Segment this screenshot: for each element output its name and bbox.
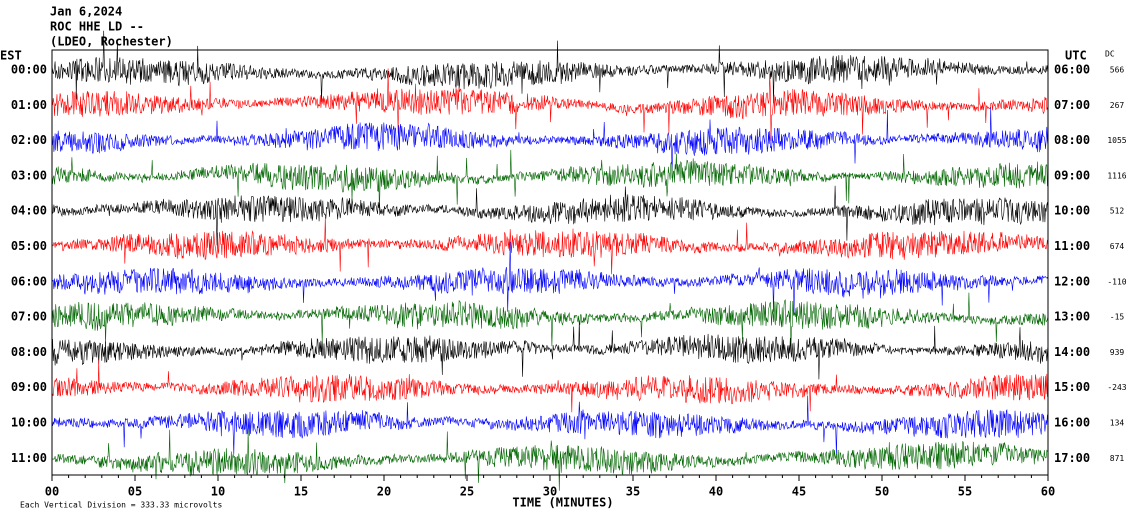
dc-value: 939 bbox=[1110, 348, 1125, 357]
est-label: 06:00 bbox=[11, 274, 47, 288]
dc-value: 871 bbox=[1110, 454, 1125, 463]
x-tick-label: 25 bbox=[460, 485, 474, 499]
utc-label: 09:00 bbox=[1054, 168, 1090, 182]
x-tick-label: 50 bbox=[875, 485, 889, 499]
network: (LDEO, Rochester) bbox=[50, 35, 173, 49]
footer-note: Each Vertical Division = 333.33 microvol… bbox=[20, 501, 222, 510]
trace bbox=[51, 68, 1049, 141]
trace bbox=[51, 429, 1049, 491]
est-label: 04:00 bbox=[11, 204, 47, 218]
dc-value: 134 bbox=[1110, 419, 1125, 428]
dc-value: 1116 bbox=[1107, 171, 1126, 180]
x-tick-label: 40 bbox=[709, 485, 723, 499]
est-label: 11:00 bbox=[11, 451, 47, 465]
utc-title: UTC bbox=[1065, 49, 1087, 63]
trace bbox=[51, 292, 1049, 352]
est-label: 10:00 bbox=[11, 416, 47, 430]
est-label: 05:00 bbox=[11, 239, 47, 253]
utc-label: 08:00 bbox=[1054, 133, 1090, 147]
trace bbox=[51, 185, 1049, 246]
x-tick-label: 60 bbox=[1041, 485, 1055, 499]
est-label: 01:00 bbox=[11, 98, 47, 112]
x-axis-title: TIME (MINUTES) bbox=[512, 496, 613, 510]
x-tick-label: 35 bbox=[626, 485, 640, 499]
plot-frame bbox=[51, 49, 1049, 476]
utc-label: 07:00 bbox=[1054, 98, 1090, 112]
dc-value: 566 bbox=[1110, 66, 1125, 75]
trace bbox=[51, 320, 1049, 380]
date: Jan 6,2024 bbox=[50, 5, 122, 19]
utc-label: 06:00 bbox=[1054, 63, 1090, 77]
utc-label: 15:00 bbox=[1054, 380, 1090, 394]
trace bbox=[51, 241, 1049, 315]
est-title: EST bbox=[0, 49, 22, 63]
dc-title: DC bbox=[1105, 50, 1115, 59]
utc-label: 12:00 bbox=[1054, 274, 1090, 288]
dc-value: 674 bbox=[1110, 242, 1125, 251]
utc-label: 13:00 bbox=[1054, 310, 1090, 324]
trace bbox=[51, 107, 1049, 179]
trace bbox=[51, 217, 1049, 275]
dc-value: -15 bbox=[1110, 313, 1125, 322]
est-label: 00:00 bbox=[11, 63, 47, 77]
est-label: 09:00 bbox=[11, 380, 47, 394]
x-tick-label: 30 bbox=[543, 485, 557, 499]
utc-label: 10:00 bbox=[1054, 204, 1090, 218]
dc-value: -110 bbox=[1107, 277, 1126, 286]
dc-value: 267 bbox=[1110, 101, 1125, 110]
utc-label: 17:00 bbox=[1054, 451, 1090, 465]
trace bbox=[51, 360, 1049, 413]
est-label: 03:00 bbox=[11, 168, 47, 182]
x-tick-label: 45 bbox=[792, 485, 806, 499]
est-label: 02:00 bbox=[11, 133, 47, 147]
est-label: 07:00 bbox=[11, 310, 47, 324]
utc-label: 16:00 bbox=[1054, 416, 1090, 430]
trace bbox=[51, 30, 1049, 104]
dc-value: -243 bbox=[1107, 383, 1126, 392]
est-label: 08:00 bbox=[11, 345, 47, 359]
traces bbox=[51, 30, 1049, 491]
x-tick-label: 00 bbox=[45, 485, 59, 499]
utc-label: 14:00 bbox=[1054, 345, 1090, 359]
utc-label: 11:00 bbox=[1054, 239, 1090, 253]
x-tick-label: 05 bbox=[128, 485, 142, 499]
trace bbox=[51, 149, 1049, 216]
dc-value: 1055 bbox=[1107, 136, 1126, 145]
dc-value: 512 bbox=[1110, 207, 1125, 216]
x-tick-label: 20 bbox=[377, 485, 391, 499]
x-tick-label: 10 bbox=[211, 485, 225, 499]
x-tick-label: 15 bbox=[294, 485, 308, 499]
trace bbox=[51, 395, 1049, 456]
station: ROC HHE LD -- bbox=[50, 20, 144, 34]
x-tick-label: 55 bbox=[958, 485, 972, 499]
